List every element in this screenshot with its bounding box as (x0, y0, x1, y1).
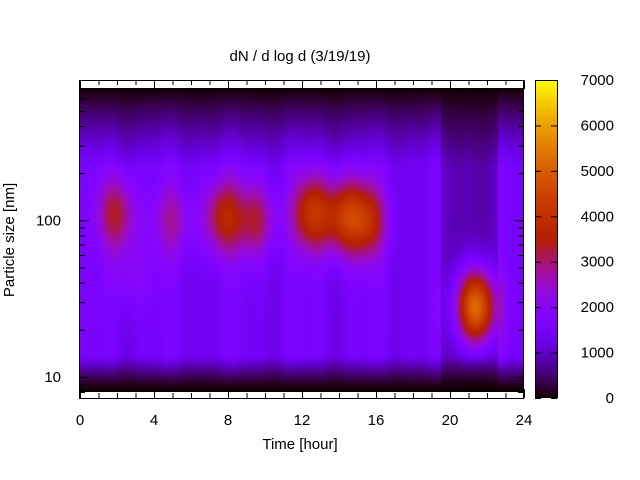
y-tick-label: 10 (44, 369, 61, 386)
x-tick-label: 16 (368, 412, 385, 429)
x-axis-label: Time [hour] (262, 436, 337, 453)
colorbar-tick-label: 7000 (581, 72, 614, 89)
x-tick-label: 24 (516, 412, 533, 429)
x-tick-label: 20 (442, 412, 459, 429)
y-tick-label: 100 (36, 212, 61, 229)
x-tick-label: 8 (224, 412, 232, 429)
plot-frame (79, 80, 524, 399)
colorbar-tick-label: 4000 (581, 208, 614, 225)
x-tick-label: 0 (76, 412, 84, 429)
colorbar-tick-label: 2000 (581, 299, 614, 316)
colorbar-tick-label: 6000 (581, 117, 614, 134)
y-axis-label: Particle size [nm] (1, 183, 18, 297)
plot-area: 0 4 8 12 16 20 24 10 100 (36, 80, 532, 429)
colorbar-tick-label: 5000 (581, 163, 614, 180)
heatmap-image (80, 88, 524, 392)
colorbar-tick-label: 1000 (581, 345, 614, 362)
colorbar-tick-label: 3000 (581, 254, 614, 271)
colorbar-frame (535, 80, 558, 398)
chart-title: dN / d log d (3/19/19) (230, 48, 371, 65)
colorbar-gradient (535, 80, 557, 398)
x-tick-label: 4 (150, 412, 158, 429)
colorbar-tick-label: 0 (606, 390, 614, 407)
x-tick-label: 12 (294, 412, 311, 429)
colorbar: 0 1000 2000 3000 4000 5000 6000 7000 (535, 72, 614, 407)
